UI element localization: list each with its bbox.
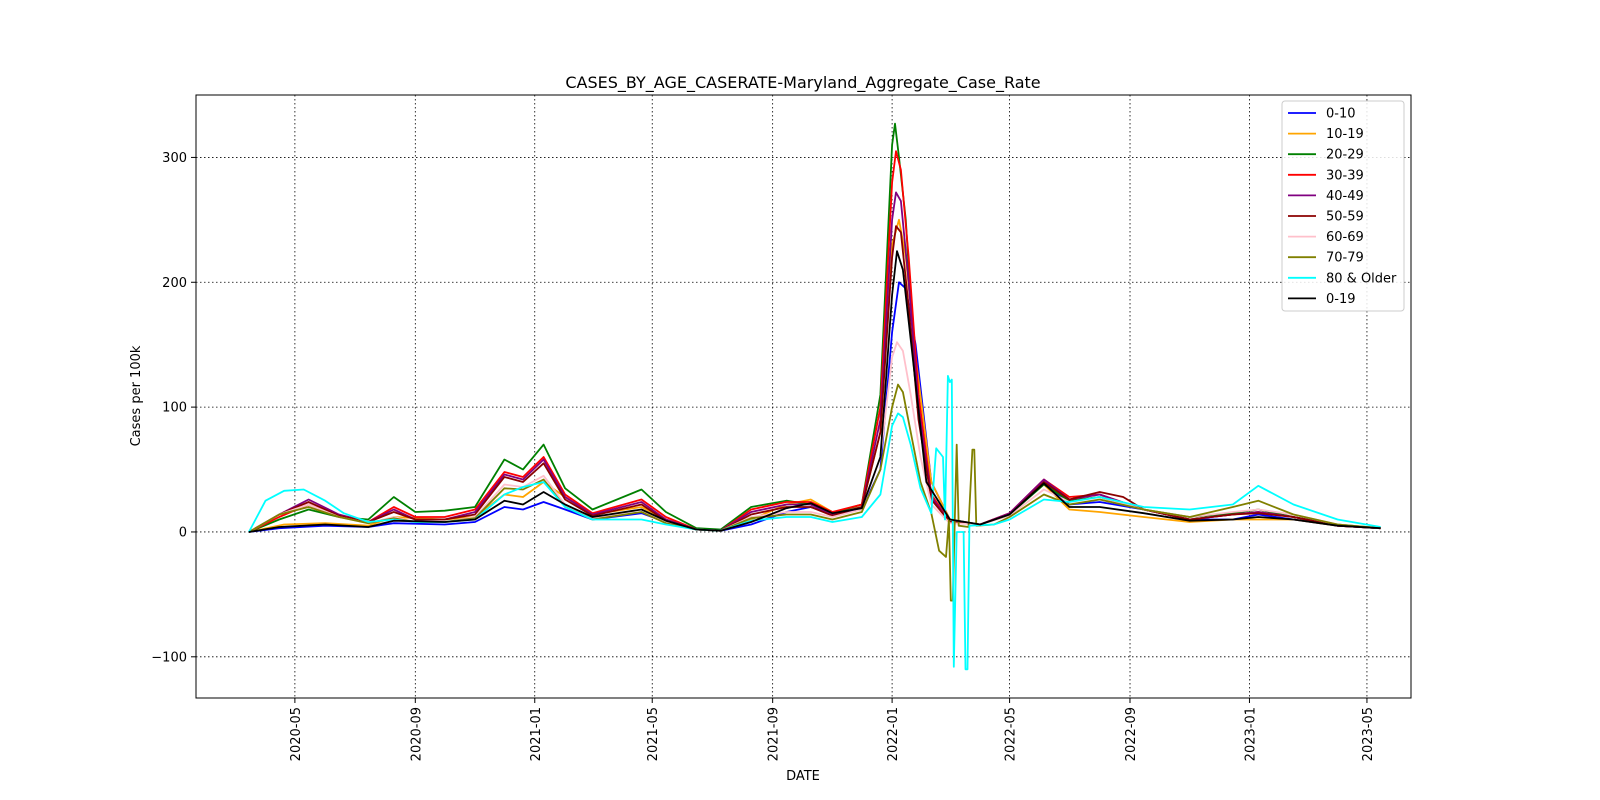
x-tick-label: 2023-05 — [1361, 707, 1376, 761]
x-tick-label: 2021-01 — [529, 707, 544, 761]
y-tick-label: −100 — [151, 650, 187, 665]
series-line-40-49 — [248, 191, 1381, 533]
x-tick-label: 2021-05 — [646, 707, 661, 761]
legend-label: 80 & Older — [1326, 271, 1397, 286]
legend-label: 50-59 — [1326, 210, 1364, 225]
x-tick-label: 2022-01 — [886, 707, 901, 761]
series-line-0-10 — [248, 281, 1381, 533]
series-line-70-79 — [248, 383, 1381, 602]
legend-label: 70-79 — [1326, 251, 1364, 266]
chart-title: CASES_BY_AGE_CASERATE-Maryland_Aggregate… — [565, 73, 1040, 93]
legend-label: 60-69 — [1326, 230, 1364, 245]
series-line-30-39 — [248, 150, 1381, 533]
series-line-20-29 — [248, 122, 1381, 533]
y-tick-label: 100 — [162, 401, 187, 416]
series-line-80-older — [248, 374, 1381, 671]
legend-label: 20-29 — [1326, 148, 1364, 163]
plot-area — [195, 94, 1412, 699]
x-axis: 2020-05 2020-09 2021-01 2021-05 2021-09 2022-… — [289, 698, 1376, 761]
y-tick-label: 0 — [179, 525, 187, 540]
x-tick-label: 2021-09 — [767, 707, 782, 761]
y-tick-label: 300 — [162, 151, 187, 166]
x-tick-label: 2020-09 — [409, 707, 424, 761]
legend: 0-10 10-19 20-29 30-39 40-49 50-59 60-69 70-79 8… — [1281, 100, 1405, 312]
legend-label: 0-19 — [1326, 292, 1356, 307]
series-line-10-19 — [248, 218, 1381, 533]
y-tick-label: 200 — [162, 276, 187, 291]
x-tick-label: 2022-05 — [1004, 707, 1019, 761]
x-axis-label: DATE — [786, 769, 820, 784]
y-axis-label: Cases per 100k — [129, 345, 144, 446]
x-tick-label: 2022-09 — [1124, 707, 1139, 761]
series-line-0-19 — [248, 250, 1381, 533]
grid — [196, 95, 1411, 698]
legend-label: 10-19 — [1326, 127, 1364, 142]
x-tick-label: 2023-01 — [1243, 707, 1258, 761]
series-line-50-59 — [248, 225, 1381, 533]
legend-label: 30-39 — [1326, 168, 1364, 183]
y-axis: −100 0 100 200 300 — [151, 151, 196, 665]
legend-label: 40-49 — [1326, 189, 1364, 204]
series-lines — [248, 122, 1381, 671]
x-tick-label: 2020-05 — [289, 707, 304, 761]
legend-label: 0-10 — [1326, 107, 1356, 122]
